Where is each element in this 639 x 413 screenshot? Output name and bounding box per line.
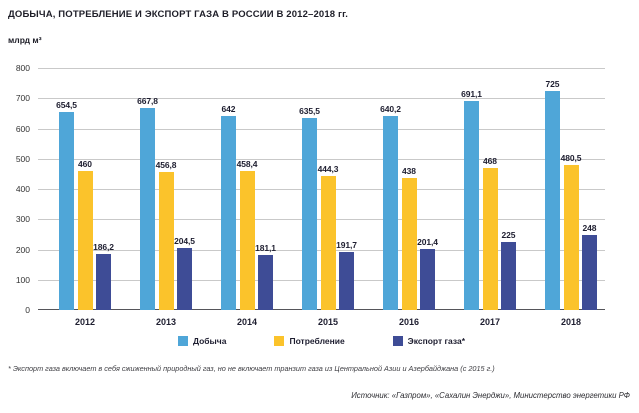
bar-value-label: 635,5 [299,105,320,116]
bar-production-2015: 635,5 [299,106,320,310]
bar-production-2016: 640,2 [380,104,401,310]
source-credit: Источник: «Газпром», «Сахалин Энерджи», … [351,391,630,400]
y-tick-label: 200 [15,244,30,255]
bar-production-2017: 691,1 [461,89,482,310]
bar-value-label: 204,5 [174,236,195,247]
bar-value-label: 642 [221,103,236,114]
legend-swatch-consumption [274,336,285,346]
bar-value-label: 691,1 [461,88,482,99]
x-tick-label-2016: 2016 [398,317,420,327]
legend-item-export: Экспорт газа* [392,336,466,346]
legend: Добыча Потребление Экспорт газа* [38,336,605,346]
x-tick-label-2013: 2013 [155,317,177,327]
bar-group-2017: 691,1 468 225 [461,68,516,310]
bar-consumption-2016: 438 [401,166,417,310]
bar-value-label: 640,2 [380,104,401,115]
bar-value-label: 186,2 [93,241,114,252]
bar-group-2015: 635,5 444,3 191,7 [299,68,357,310]
bar-export-2017: 225 [501,230,516,310]
bar-consumption-2013: 456,8 [156,160,176,310]
legend-item-consumption: Потребление [274,336,345,346]
gridline [38,158,605,160]
bar-consumption-2014: 458,4 [237,159,257,310]
bar-group-2018: 725 480,5 248 [545,68,597,310]
gridline [38,68,605,69]
bar-group-2016: 640,2 438 201,4 [380,68,438,310]
legend-label-production: Добыча [192,336,227,346]
bar-group-2013: 667,8 456,8 204,5 [137,68,195,310]
y-tick-label: 400 [15,184,30,194]
bar-value-label: 444,3 [317,163,339,174]
legend-label-consumption: Потребление [289,336,345,346]
legend-item-production: Добыча [177,336,227,346]
x-tick-label-2017: 2017 [479,317,501,327]
legend-swatch-export [392,336,403,346]
gridline [38,98,605,100]
bar-consumption-2012: 460 [77,159,93,310]
footnote: * Экспорт газа включает в себя сжиженный… [8,364,495,373]
gridline [38,128,605,130]
bar-value-label: 667,8 [137,96,158,106]
x-tick-label-2018: 2018 [560,317,582,327]
x-tick-label-2015: 2015 [317,317,339,327]
chart-title: ДОБЫЧА, ПОТРЕБЛЕНИЕ И ЭКСПОРТ ГАЗА В РОС… [8,9,349,20]
bar-export-2018: 248 [582,223,597,310]
bar-export-2014: 181,1 [255,243,276,310]
bar-value-label: 201,4 [417,237,438,248]
bar-value-label: 480,5 [560,152,582,163]
y-tick-label: 600 [15,123,30,134]
legend-swatch-production [177,336,188,346]
bar-value-label: 460 [78,158,92,169]
bar-consumption-2015: 444,3 [318,164,338,310]
bar-value-label: 456,8 [155,159,177,170]
y-tick-label: 0 [25,305,30,315]
bar-value-label: 438 [402,165,416,176]
bar-value-label: 181,1 [255,243,276,254]
bar-value-label: 468 [483,156,497,167]
x-tick-label-2012: 2012 [74,317,96,327]
y-tick-label: 700 [15,93,30,104]
bar-production-2013: 667,8 [137,96,158,310]
bar-production-2014: 642 [221,104,236,310]
bar-export-2015: 191,7 [336,240,357,310]
bar-export-2016: 201,4 [417,237,438,310]
y-tick-label: 100 [15,274,30,285]
y-tick-label: 500 [15,153,30,164]
bar-production-2012: 654,5 [56,100,77,310]
bar-group-2014: 642 458,4 181,1 [221,68,276,310]
bar-value-label: 191,7 [336,240,357,251]
bar-consumption-2018: 480,5 [561,153,581,310]
y-axis-units-label: млрд м³ [8,35,42,45]
bar-value-label: 725 [545,78,560,89]
x-tick-label-2014: 2014 [236,317,258,327]
y-tick-label: 300 [15,214,30,225]
bar-export-2012: 186,2 [93,242,114,310]
bar-consumption-2017: 468 [482,156,498,310]
bar-value-label: 225 [501,229,516,240]
y-tick-label: 800 [15,63,30,73]
bar-value-label: 654,5 [56,100,77,111]
plot-area: 0 100 200 300 400 500 600 700 800 654,5 460 186,2 20… [16,63,605,327]
bar-export-2013: 204,5 [174,236,195,310]
bar-production-2018: 725 [545,79,560,310]
bar-value-label: 458,4 [236,159,258,170]
legend-label-export: Экспорт газа* [407,336,466,346]
bar-group-2012: 654,5 460 186,2 [56,68,114,310]
bar-value-label: 248 [582,222,597,233]
